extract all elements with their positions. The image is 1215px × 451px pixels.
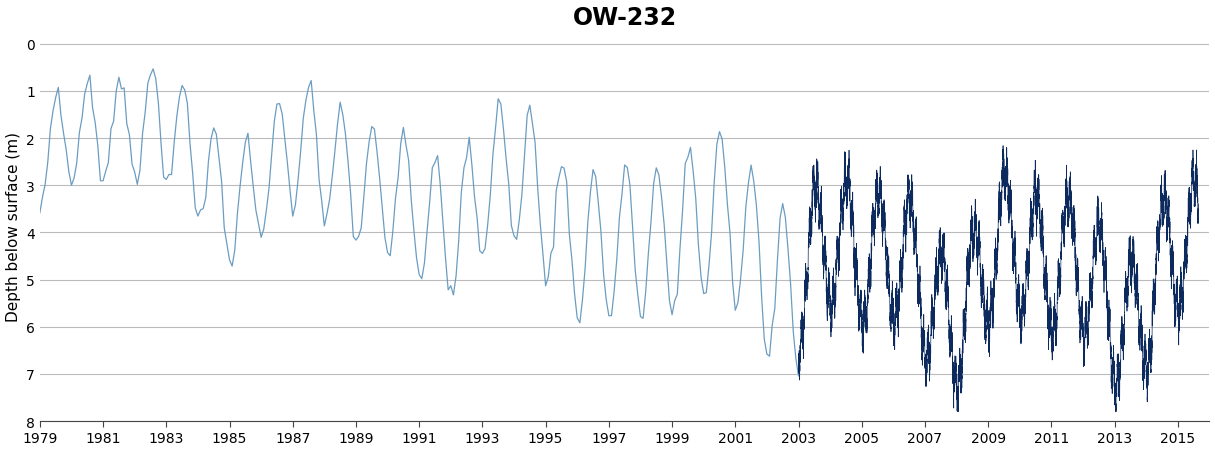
Y-axis label: Depth below surface (m): Depth below surface (m) [6, 132, 21, 322]
Title: OW-232: OW-232 [572, 5, 677, 29]
